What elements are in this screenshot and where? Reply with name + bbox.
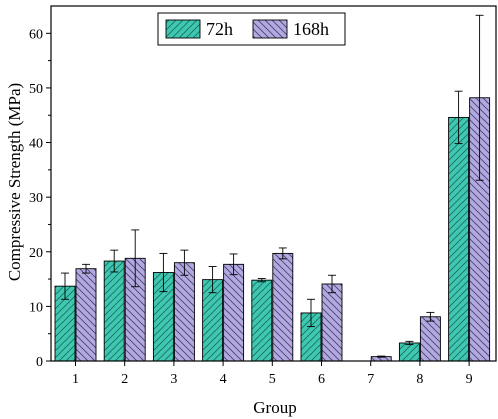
bar-72h-group-9 bbox=[448, 116, 470, 362]
bar-72h-group-5 bbox=[251, 279, 273, 362]
x-tick-label: 4 bbox=[220, 372, 227, 387]
legend-swatch-72h bbox=[165, 19, 201, 39]
bar-168h-group-3 bbox=[173, 262, 195, 362]
bar-168h-group-4 bbox=[223, 263, 245, 362]
bars bbox=[54, 97, 491, 362]
legend-swatch-168h bbox=[252, 19, 288, 39]
plot-frame bbox=[50, 5, 497, 362]
y-tick-label: 30 bbox=[29, 191, 43, 206]
x-tick-label: 5 bbox=[269, 372, 276, 387]
bar-168h-group-6 bbox=[321, 283, 343, 362]
legend-label-168h: 168h bbox=[293, 19, 329, 39]
x-tick-label: 9 bbox=[466, 372, 473, 387]
legend-label-72h: 72h bbox=[206, 19, 233, 39]
y-tick-label: 60 bbox=[29, 27, 43, 42]
y-axis-title: Compressive Strength (MPa) bbox=[5, 83, 24, 281]
y-tick-label: 40 bbox=[29, 137, 43, 152]
bar-72h-group-8 bbox=[398, 342, 420, 362]
bar-168h-group-8 bbox=[419, 316, 441, 362]
bar-72h-group-2 bbox=[103, 260, 125, 362]
bar-168h-group-1 bbox=[75, 268, 97, 362]
x-tick-label: 6 bbox=[318, 372, 325, 387]
legend-box bbox=[157, 12, 346, 46]
axes: 0 10 20 30 40 50 60 1 2 3 4 5 6 7 8 9 bbox=[29, 5, 497, 387]
y-tick-label: 20 bbox=[29, 246, 43, 261]
y-tick-label: 50 bbox=[29, 82, 43, 97]
x-tick-label: 2 bbox=[121, 372, 128, 387]
y-tick-label: 10 bbox=[29, 300, 43, 315]
x-axis-title: Group bbox=[253, 398, 296, 417]
legend: 72h 168h bbox=[157, 12, 346, 46]
error-bars bbox=[61, 14, 484, 358]
x-tick-label: 7 bbox=[367, 372, 374, 387]
bar-168h-group-5 bbox=[272, 252, 294, 362]
x-tick-label: 3 bbox=[170, 372, 177, 387]
x-tick-label: 8 bbox=[416, 372, 423, 387]
y-tick-label: 0 bbox=[36, 355, 43, 370]
x-tick-label: 1 bbox=[72, 372, 79, 387]
